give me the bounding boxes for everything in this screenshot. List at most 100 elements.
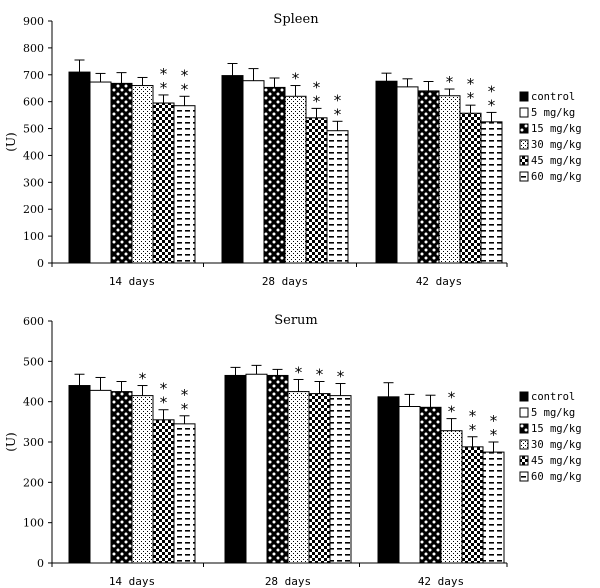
legend-label: 5 mg/kg	[531, 107, 575, 119]
significance-star: *	[160, 394, 168, 412]
significance-star: *	[334, 91, 342, 109]
y-tick-label: 0	[37, 557, 44, 570]
legend-label: 45 mg/kg	[531, 455, 582, 467]
x-tick-label: 28 days	[265, 575, 311, 588]
legend-swatch	[519, 155, 529, 166]
significance-star: *	[160, 380, 168, 398]
y-tick-label: 500	[23, 355, 44, 368]
legend-label: 5 mg/kg	[531, 407, 575, 419]
legend-label: 15 mg/kg	[531, 123, 582, 135]
legend-swatch	[519, 471, 529, 482]
y-tick-label: 100	[23, 230, 44, 243]
legend-swatch	[519, 407, 529, 418]
significance-star: *	[337, 368, 345, 386]
significance-star: *	[139, 370, 147, 388]
bar	[221, 75, 244, 264]
legend-label: control	[531, 91, 575, 103]
bar	[284, 95, 307, 264]
y-tick-label: 600	[23, 315, 44, 328]
y-tick-label: 700	[23, 69, 44, 82]
bar	[305, 117, 328, 264]
bar	[326, 130, 349, 264]
legend-label: 60 mg/kg	[531, 471, 582, 483]
y-tick-label: 100	[23, 517, 44, 530]
significance-star: *	[160, 79, 168, 97]
significance-star: *	[446, 73, 454, 91]
bar	[242, 80, 265, 264]
y-tick-label: 300	[23, 176, 44, 189]
bar	[461, 446, 484, 564]
significance-star: *	[448, 403, 456, 421]
legend-swatch	[519, 439, 529, 450]
significance-star: *	[490, 412, 498, 430]
y-axis-label: (U)	[4, 132, 18, 151]
y-tick-label: 0	[37, 257, 44, 270]
significance-star: *	[292, 70, 300, 88]
legend-swatch	[519, 107, 529, 118]
x-tick-label: 42 days	[418, 575, 464, 588]
bar	[459, 112, 482, 264]
significance-star: *	[181, 66, 189, 84]
bar	[68, 385, 91, 564]
legend-swatch	[519, 91, 529, 102]
significance-star: *	[295, 363, 303, 381]
legend-swatch	[519, 423, 529, 434]
bar	[375, 80, 398, 264]
bar	[89, 389, 112, 564]
bar	[398, 406, 421, 564]
legend-label: control	[531, 391, 575, 403]
significance-star: *	[448, 389, 456, 407]
y-tick-label: 400	[23, 149, 44, 162]
significance-star: *	[313, 92, 321, 110]
y-tick-label: 600	[23, 96, 44, 109]
y-tick-label: 400	[23, 396, 44, 409]
bar	[245, 373, 268, 564]
significance-star: *	[181, 80, 189, 98]
bar	[417, 90, 440, 264]
x-tick-label: 28 days	[262, 275, 308, 288]
x-tick-label: 14 days	[109, 575, 155, 588]
bar	[152, 419, 175, 564]
significance-star: *	[467, 89, 475, 107]
significance-star: *	[334, 105, 342, 123]
significance-star: *	[488, 96, 496, 114]
bar	[308, 393, 331, 564]
legend-label: 30 mg/kg	[531, 439, 582, 451]
x-tick-label: 14 days	[109, 275, 155, 288]
bar	[440, 430, 463, 564]
bar	[173, 105, 196, 264]
significance-star: *	[160, 65, 168, 83]
significance-star: *	[469, 407, 477, 425]
legend-swatch	[519, 171, 529, 182]
bar	[287, 391, 310, 564]
y-tick-label: 500	[23, 123, 44, 136]
legend-swatch	[519, 455, 529, 466]
bar	[480, 121, 503, 264]
legend-label: 15 mg/kg	[531, 423, 582, 435]
chart-spleen: Spleen (U) 0 100 200 300 400 500 600 700 800 900 *…	[4, 12, 582, 288]
legend-label: 30 mg/kg	[531, 139, 582, 151]
x-tick-label: 42 days	[416, 275, 462, 288]
bar	[152, 102, 175, 264]
y-tick-label: 200	[23, 203, 44, 216]
legend-label: 45 mg/kg	[531, 155, 582, 167]
legend-swatch	[519, 123, 529, 134]
bar	[68, 71, 91, 264]
y-tick-label: 900	[23, 15, 44, 28]
y-tick-label: 300	[23, 436, 44, 449]
significance-star: *	[469, 421, 477, 439]
bar	[377, 396, 400, 564]
bar	[224, 374, 247, 564]
bar	[89, 81, 112, 264]
bar	[263, 86, 286, 264]
bar	[329, 395, 352, 564]
legend-label: 60 mg/kg	[531, 171, 582, 183]
y-tick-label: 800	[23, 42, 44, 55]
significance-star: *	[181, 400, 189, 418]
bar	[396, 86, 419, 264]
bar	[482, 451, 505, 564]
bar	[110, 82, 133, 264]
y-tick-label: 200	[23, 476, 44, 489]
significance-star: *	[316, 366, 324, 384]
